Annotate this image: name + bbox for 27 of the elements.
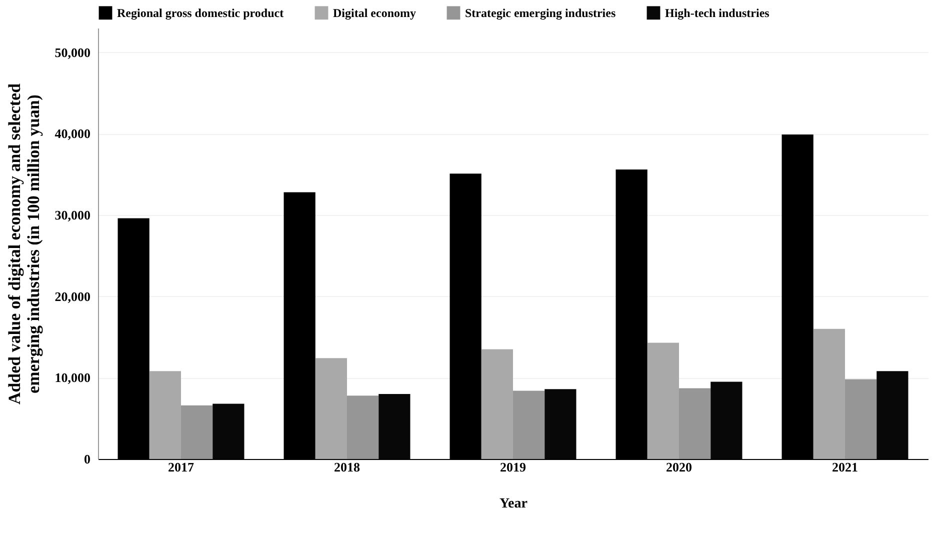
x-tick-label: 2020 (666, 460, 692, 474)
x-tick-label: 2021 (832, 460, 858, 474)
bar (315, 358, 347, 459)
bar (679, 388, 711, 459)
bar (181, 405, 213, 459)
y-tick-label: 40,000 (54, 126, 90, 142)
legend-label: Regional gross domestic product (117, 6, 284, 20)
bar (813, 328, 845, 459)
bar (845, 379, 877, 459)
x-tick-label: 2017 (168, 460, 194, 474)
bar (647, 342, 679, 459)
legend-label: Digital economy (333, 6, 416, 20)
bar (149, 371, 181, 459)
y-axis-title: Added value of digital economy and selected emerging industries (in 100 million yuan) (4, 82, 43, 405)
bar (347, 396, 379, 459)
y-tick-label: 10,000 (54, 370, 90, 386)
y-tick-label: 20,000 (54, 288, 90, 304)
y-tick-label: 0 (84, 452, 90, 466)
x-tick-label: 2018 (334, 460, 360, 474)
legend-label: High-tech industries (665, 6, 770, 20)
legend-label: Strategic emerging industries (465, 6, 616, 20)
bar (481, 349, 513, 459)
y-tick-label: 50,000 (54, 44, 90, 60)
y-tick-label: 30,000 (54, 208, 90, 223)
bar (513, 390, 545, 459)
x-tick-label: 2019 (500, 460, 526, 474)
x-axis-title: Year (500, 496, 528, 512)
